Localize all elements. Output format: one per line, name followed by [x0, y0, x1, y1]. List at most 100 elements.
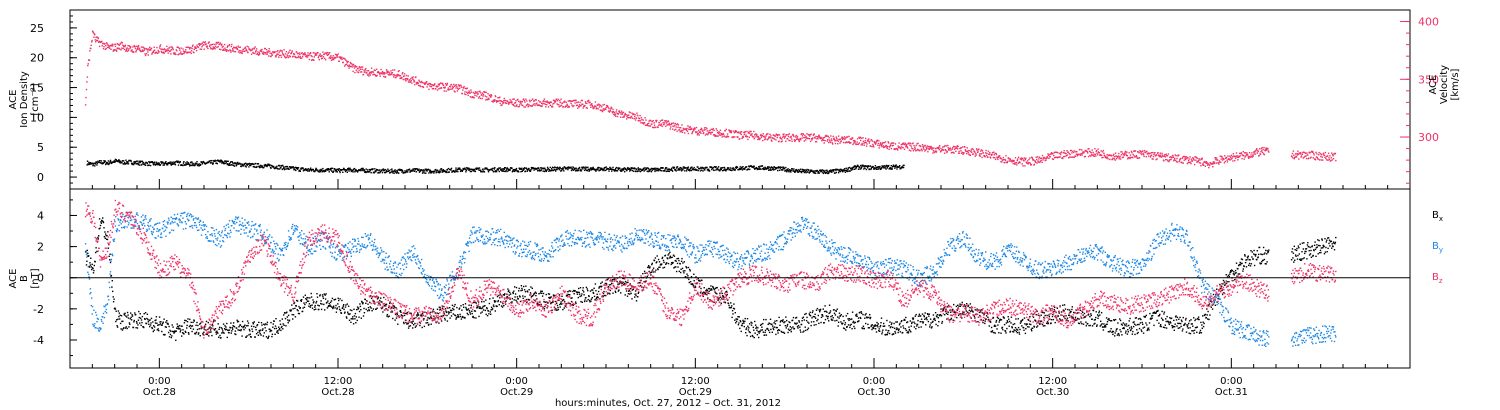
data-point — [850, 167, 852, 170]
data-point — [686, 127, 688, 130]
data-point — [515, 167, 518, 170]
data-point — [1212, 163, 1215, 165]
data-point — [199, 164, 202, 166]
data-point — [85, 88, 88, 91]
data-point — [624, 112, 626, 115]
data-point — [842, 169, 845, 171]
data-point — [731, 167, 734, 169]
data-point — [150, 322, 152, 324]
data-point — [473, 97, 475, 99]
data-point — [278, 51, 280, 54]
data-point — [718, 134, 721, 136]
data-point — [171, 46, 173, 48]
data-point — [1181, 157, 1184, 160]
data-point — [257, 51, 259, 53]
data-point — [201, 42, 204, 44]
data-point — [684, 132, 686, 134]
data-point — [295, 169, 297, 172]
data-point — [1166, 159, 1168, 161]
data-point — [1090, 155, 1092, 157]
data-point — [136, 48, 138, 50]
data-point — [223, 49, 225, 51]
data-point — [659, 124, 661, 126]
data-point — [235, 333, 237, 336]
data-point — [117, 44, 120, 46]
data-point — [660, 124, 662, 127]
data-point — [1060, 151, 1063, 153]
data-point — [530, 99, 533, 102]
data-point — [849, 166, 851, 169]
data-point — [671, 122, 673, 125]
data-point — [828, 172, 830, 174]
data-point — [1040, 157, 1043, 159]
data-point — [987, 156, 989, 158]
data-point — [884, 167, 886, 169]
data-point — [209, 331, 211, 333]
data-point — [232, 328, 234, 330]
data-point — [779, 167, 782, 169]
data-point — [854, 141, 856, 143]
data-point — [685, 129, 688, 131]
data-point — [324, 57, 326, 60]
data-point — [442, 169, 445, 171]
data-point — [450, 167, 453, 170]
data-point — [996, 157, 999, 159]
data-point — [211, 323, 214, 325]
data-point — [1239, 155, 1241, 157]
data-point — [326, 54, 329, 56]
data-point — [653, 168, 655, 171]
data-point — [493, 168, 496, 170]
data-point — [598, 106, 601, 108]
data-point — [286, 56, 288, 58]
data-point — [614, 114, 616, 116]
data-point — [797, 171, 800, 173]
data-point — [630, 168, 633, 170]
data-point — [559, 167, 561, 169]
data-point — [557, 103, 559, 106]
data-point — [423, 170, 425, 172]
data-point — [165, 321, 167, 323]
data-point — [591, 103, 593, 105]
data-point — [725, 136, 727, 138]
data-point — [1192, 157, 1194, 159]
data-point — [1190, 158, 1193, 160]
data-point — [199, 44, 201, 46]
data-point — [264, 324, 266, 326]
data-point — [398, 75, 401, 77]
data-point — [288, 51, 290, 53]
data-point — [217, 323, 219, 325]
data-point — [759, 137, 761, 140]
data-point — [612, 166, 614, 169]
data-point — [274, 55, 277, 57]
data-point — [151, 161, 154, 163]
data-point — [993, 151, 995, 153]
data-point — [179, 160, 181, 163]
data-point — [257, 331, 259, 334]
data-point — [101, 45, 103, 47]
data-point — [1169, 156, 1171, 158]
data-point — [872, 165, 874, 168]
data-point — [592, 168, 595, 170]
data-point — [751, 133, 753, 135]
data-point — [586, 107, 588, 109]
data-point — [464, 167, 466, 169]
data-point — [719, 169, 721, 172]
data-point — [799, 137, 801, 140]
data-point — [140, 50, 142, 53]
data-point — [637, 114, 639, 117]
data-point — [220, 337, 222, 339]
data-point — [361, 167, 363, 170]
data-point — [134, 160, 136, 163]
data-point — [520, 101, 523, 103]
data-point — [860, 137, 863, 139]
data-point — [894, 148, 896, 151]
data-point — [86, 76, 89, 78]
data-point — [96, 40, 99, 42]
data-point — [84, 104, 87, 106]
data-point — [802, 133, 805, 135]
data-point — [1250, 154, 1252, 156]
data-point — [935, 150, 937, 152]
data-point — [740, 167, 742, 170]
data-point — [238, 46, 240, 48]
data-point — [421, 172, 424, 174]
